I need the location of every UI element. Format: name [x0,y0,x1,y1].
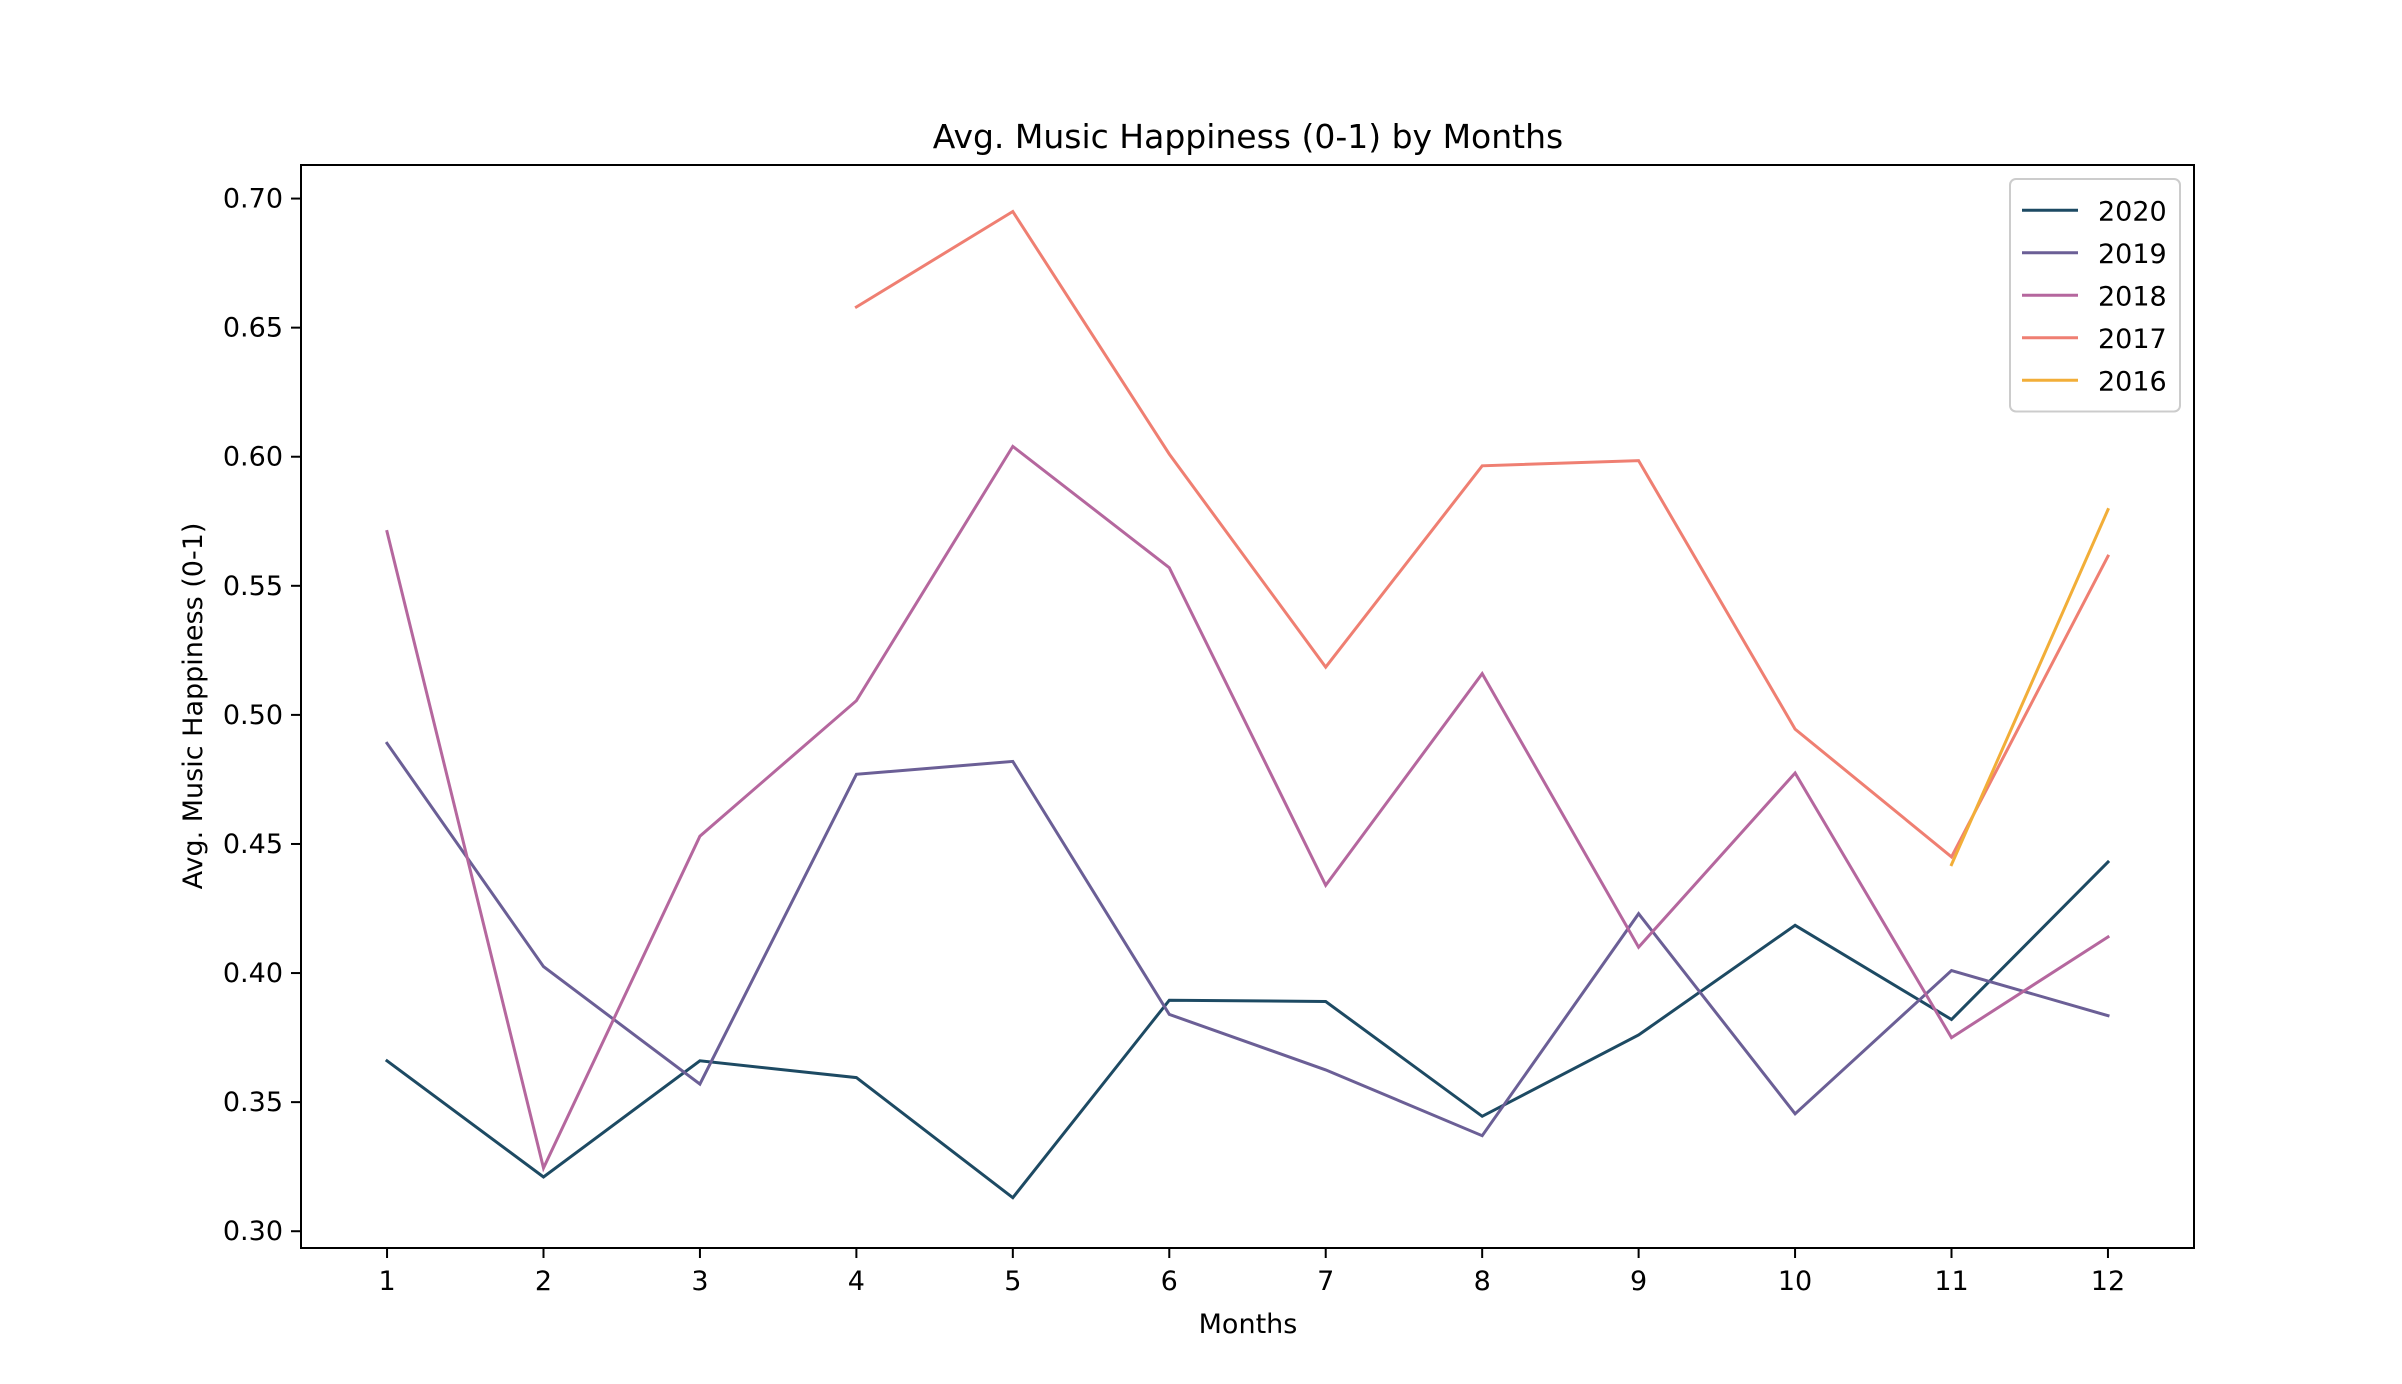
y-tick-label: 0.55 [223,571,283,602]
x-tick-label: 7 [1317,1266,1334,1297]
x-tick-label: 11 [1934,1266,1968,1297]
legend: 2020 2019 2018 2017 2016 [2009,178,2181,413]
x-tick-label: 9 [1630,1266,1647,1297]
y-tick-label: 0.40 [223,958,283,989]
x-axis: 1 2 3 4 5 6 7 8 9 10 11 12 [378,1248,2125,1297]
x-tick-label: 2 [535,1266,552,1297]
x-tick-label: 5 [1004,1266,1021,1297]
legend-label-2019: 2019 [2098,239,2167,270]
legend-label-2020: 2020 [2098,196,2167,227]
x-tick-label: 12 [2091,1266,2125,1297]
plot-area [384,209,2111,1200]
x-tick-label: 10 [1778,1266,1812,1297]
y-axis-label: Avg. Music Happiness (0-1) [178,523,209,890]
legend-label-2016: 2016 [2098,366,2167,397]
chart-title: Avg. Music Happiness (0-1) by Months [933,117,1563,156]
x-tick-label: 3 [691,1266,708,1297]
plot-frame [300,164,2195,1249]
x-axis-label: Months [1199,1309,1298,1340]
series-line-2020 [384,859,2111,1200]
y-tick-label: 0.60 [223,442,283,473]
x-tick-label: 1 [378,1266,395,1297]
legend-frame [2009,178,2181,413]
y-axis: 0.30 0.35 0.40 0.45 0.50 0.55 0.60 0.65 0.70 [223,184,301,1247]
legend-label-2018: 2018 [2098,281,2167,312]
y-tick-label: 0.65 [223,313,283,344]
series-line-2017 [854,209,2111,860]
x-tick-label: 4 [848,1266,865,1297]
y-tick-label: 0.35 [223,1087,283,1118]
series-line-2016 [1949,507,2110,867]
y-tick-label: 0.50 [223,700,283,731]
series-line-2019 [384,741,2110,1138]
series-line-2018 [385,444,2111,1173]
legend-label-2017: 2017 [2098,324,2167,355]
y-tick-label: 0.30 [223,1216,283,1247]
y-tick-label: 0.70 [223,184,283,215]
y-tick-label: 0.45 [223,829,283,860]
x-tick-label: 8 [1474,1266,1491,1297]
x-tick-label: 6 [1161,1266,1178,1297]
